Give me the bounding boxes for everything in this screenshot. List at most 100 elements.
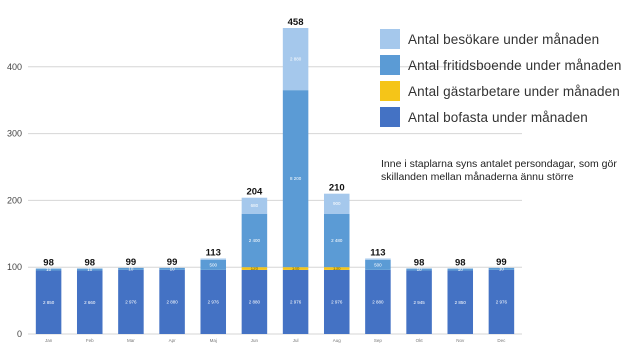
bar-inner-label-jun-series-2: 2 400 — [249, 238, 261, 243]
bar-inner-label-aug-series-2: 2 480 — [331, 238, 343, 243]
bar-maj-series-2 — [200, 259, 227, 270]
x-tick-label-feb: Feb — [86, 338, 94, 343]
bar-jun-series-1 — [241, 267, 268, 270]
bar-mar-series-0 — [118, 269, 144, 334]
legend-swatch-series-2 — [380, 55, 400, 75]
y-tick-label-300: 300 — [7, 129, 22, 139]
legend-swatch-series-3 — [380, 29, 400, 49]
x-tick-label-maj: Maj — [210, 338, 217, 343]
bar-inner-label-mar-series-0: 2 976 — [125, 299, 137, 304]
bar-inner-label-okt-series-2: 10 — [417, 267, 423, 272]
chart-annotation: Inne i staplarna syns antalet persondaga… — [381, 158, 617, 183]
bar-jul-series-3 — [282, 28, 309, 91]
x-tick-label-mar: Mar — [127, 338, 135, 343]
bar-sep-series-3 — [365, 258, 391, 260]
bar-inner-label-aug-series-3: 900 — [333, 201, 341, 206]
legend-label-series-2: Antal fritidsboende under månaden — [408, 57, 622, 73]
bar-inner-label-jul-series-2: 8 200 — [290, 176, 302, 181]
bar-maj-series-3 — [200, 258, 227, 260]
legend-label-series-1: Antal gästarbetare under månaden — [408, 83, 620, 99]
x-tick-label-aug: Aug — [333, 338, 342, 343]
x-tick-label-jul: Jul — [293, 338, 299, 343]
bar-total-label-jan: 98 — [43, 258, 54, 269]
bar-apr-series-0 — [159, 269, 185, 334]
legend-item-series-1: Antal gästarbetare under månaden — [380, 78, 630, 104]
y-tick-label-100: 100 — [7, 262, 22, 272]
x-tick-label-jan: Jan — [45, 338, 53, 343]
bar-aug-series-0 — [323, 269, 350, 334]
bar-inner-label-jan-series-2: 10 — [46, 267, 52, 272]
bar-apr-series-2 — [159, 267, 185, 270]
bar-inner-label-nov-series-2: 10 — [458, 267, 464, 272]
legend-swatch-series-1 — [380, 81, 400, 101]
bar-aug-series-3 — [323, 193, 350, 214]
bar-okt-series-0 — [406, 270, 432, 334]
bar-total-label-okt: 98 — [414, 258, 425, 269]
bar-inner-label-jul-series-1: 140 — [292, 266, 300, 271]
legend-item-series-2: Antal fritidsboende under månaden — [380, 52, 630, 78]
bar-total-label-sep: 113 — [370, 248, 385, 259]
bar-mar-series-2 — [118, 267, 144, 270]
bar-inner-label-sep-series-2: 500 — [374, 262, 382, 267]
bar-dec-series-2 — [488, 267, 515, 270]
bar-inner-label-dec-series-2: 10 — [499, 266, 505, 271]
bar-inner-label-aug-series-0: 2 976 — [331, 299, 343, 304]
bar-inner-label-dec-series-0: 2 976 — [496, 299, 508, 304]
bar-total-label-nov: 98 — [455, 258, 466, 269]
bar-sep-series-0 — [365, 269, 391, 334]
bar-total-label-jul: 458 — [288, 17, 304, 28]
bar-jun-series-0 — [241, 269, 268, 334]
y-tick-label-0: 0 — [17, 329, 22, 339]
bar-feb-series-2 — [76, 268, 103, 271]
legend-label-series-0: Antal bofasta under månaden — [408, 109, 588, 125]
x-tick-label-dec: Dec — [497, 338, 506, 343]
legend-swatch-series-0 — [380, 107, 400, 127]
legend-item-series-0: Antal bofasta under månaden — [380, 104, 630, 130]
bar-feb-series-0 — [76, 270, 103, 334]
bar-inner-label-jun-series-1: 120 — [251, 266, 259, 271]
bar-total-label-apr: 99 — [167, 257, 178, 268]
legend-item-series-3: Antal besökare under månaden — [380, 26, 630, 52]
bar-inner-label-apr-series-2: 10 — [170, 266, 176, 271]
bar-total-label-feb: 98 — [84, 258, 95, 269]
bar-jul-series-2 — [282, 90, 309, 268]
bar-inner-label-mar-series-2: 10 — [128, 266, 134, 271]
y-tick-label-200: 200 — [7, 195, 22, 205]
bar-inner-label-sep-series-0: 2 880 — [372, 299, 384, 304]
x-tick-label-okt: Okt — [416, 338, 424, 343]
bar-inner-label-aug-series-1: 130 — [333, 266, 341, 271]
bar-nov-series-2 — [447, 268, 474, 271]
bar-sep-series-2 — [365, 259, 391, 270]
bar-inner-label-jul-series-3: 2 880 — [290, 57, 302, 62]
x-tick-label-apr: Apr — [169, 338, 177, 343]
bar-jan-series-2 — [35, 268, 62, 271]
bar-aug-series-1 — [323, 267, 350, 270]
bar-total-label-maj: 113 — [206, 248, 221, 259]
bar-inner-label-jun-series-0: 2 880 — [249, 299, 261, 304]
bar-inner-label-jun-series-3: 680 — [251, 203, 259, 208]
x-tick-label-sep: Sep — [374, 338, 383, 343]
bar-okt-series-2 — [406, 268, 432, 271]
bar-maj-series-0 — [200, 269, 227, 334]
bar-total-label-mar: 99 — [126, 257, 137, 268]
bar-inner-label-okt-series-0: 2 945 — [413, 300, 425, 305]
bar-inner-label-jul-series-0: 2 976 — [290, 299, 302, 304]
x-tick-label-nov: Nov — [456, 338, 465, 343]
bar-inner-label-jan-series-0: 2 850 — [43, 300, 55, 305]
bar-jan-series-0 — [35, 270, 62, 334]
bar-aug-series-2 — [323, 213, 350, 268]
bar-nov-series-0 — [447, 270, 474, 334]
bar-dec-series-0 — [488, 269, 515, 334]
bar-inner-label-nov-series-0: 2 850 — [455, 300, 467, 305]
bar-inner-label-feb-series-0: 2 660 — [84, 300, 96, 305]
x-tick-label-jun: Jun — [251, 338, 259, 343]
bar-jun-series-2 — [241, 213, 268, 268]
y-tick-label-400: 400 — [7, 62, 22, 72]
bar-inner-label-maj-series-2: 500 — [209, 262, 217, 267]
bar-total-label-dec: 99 — [496, 257, 507, 268]
bar-inner-label-maj-series-0: 2 976 — [208, 299, 220, 304]
bar-jul-series-1 — [282, 267, 309, 270]
legend-label-series-3: Antal besökare under månaden — [408, 31, 600, 47]
